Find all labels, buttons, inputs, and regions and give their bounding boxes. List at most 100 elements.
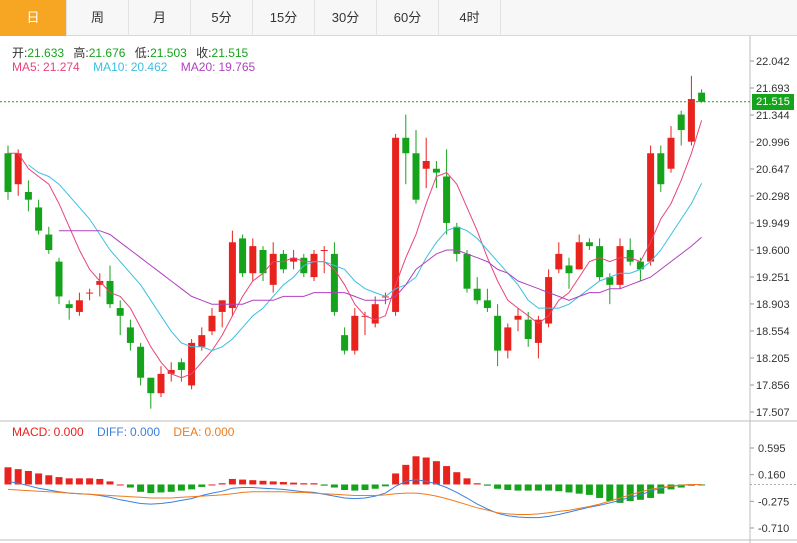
- macd-bar: [65, 478, 73, 485]
- price-tick-label: 19.600: [756, 245, 790, 257]
- macd-bar: [381, 484, 389, 487]
- candle-body: [218, 300, 226, 312]
- candle-body: [677, 114, 685, 131]
- macd-bar: [75, 478, 83, 485]
- macd-bar: [330, 484, 338, 488]
- candle-body: [473, 288, 481, 301]
- ma-line-ma10: [28, 164, 703, 352]
- high-label: 高:: [73, 46, 89, 60]
- candle-body: [657, 153, 665, 185]
- macd-bar: [514, 484, 522, 491]
- candle-body: [381, 296, 389, 298]
- ma5-value: 21.274: [43, 60, 80, 74]
- period-tab-bar: 日周月 5分 15分 30分 60分 4时: [0, 0, 797, 36]
- price-tick-label: 17.856: [756, 380, 790, 392]
- candle-body: [137, 346, 145, 378]
- candle-body: [463, 253, 471, 289]
- dea-line: [7, 484, 702, 515]
- candle-body: [596, 246, 604, 278]
- macd-bar: [534, 484, 542, 491]
- low-label: 低:: [134, 46, 151, 60]
- candle-body: [198, 335, 206, 347]
- tab-5[interactable]: 30分: [315, 0, 377, 36]
- macd-bar: [239, 479, 247, 485]
- macd-bar: [55, 477, 63, 485]
- price-tick-label: 18.903: [756, 299, 790, 311]
- macd-bar: [585, 484, 593, 495]
- macd-tick-label: -0.710: [758, 523, 789, 535]
- macd-bar: [279, 482, 287, 485]
- tab-6[interactable]: 60分: [377, 0, 439, 36]
- macd-bar: [290, 482, 298, 485]
- macd-bar: [483, 484, 491, 486]
- macd-bar: [177, 484, 185, 491]
- candle-body: [555, 253, 563, 270]
- candle-body: [177, 362, 185, 370]
- macd-bar: [473, 483, 481, 485]
- candle-body: [86, 292, 94, 294]
- candle-body: [687, 99, 695, 142]
- candle-body: [422, 160, 430, 169]
- tab-7[interactable]: 4时: [439, 0, 501, 36]
- ma10-value: 20.462: [130, 60, 168, 74]
- macd-bar: [687, 484, 695, 486]
- ma-line-ma20: [59, 230, 702, 305]
- candle-body: [514, 315, 522, 320]
- macd-bar: [575, 484, 583, 494]
- macd-bar: [45, 475, 53, 485]
- macd-bar: [596, 484, 604, 498]
- macd-bar: [657, 484, 665, 494]
- macd-bar: [228, 478, 236, 485]
- macd-bar: [167, 484, 175, 492]
- macd-bar: [616, 484, 624, 503]
- macd-bar: [351, 484, 359, 491]
- ma20-label: MA20:: [180, 60, 216, 74]
- candle-body: [585, 242, 593, 247]
- price-tick-label: 19.251: [756, 272, 790, 284]
- candle-body: [320, 250, 328, 252]
- tab-1[interactable]: 周: [67, 0, 129, 36]
- ma-line-ma5: [8, 120, 703, 379]
- tab-4[interactable]: 15分: [253, 0, 315, 36]
- price-tick-label: 18.205: [756, 353, 790, 365]
- dea-label: DEA:: [173, 425, 202, 439]
- price-tick-label: 22.042: [756, 56, 790, 68]
- current-price-tag: 21.515: [752, 93, 794, 110]
- candle-body: [188, 342, 196, 386]
- candle-body: [310, 253, 318, 278]
- macd-bar: [14, 469, 22, 485]
- candle-body: [616, 246, 624, 285]
- macd-bar: [555, 484, 563, 492]
- macd-bar: [157, 484, 165, 493]
- ma5-label: MA5:: [12, 60, 41, 74]
- price-tick-label: 17.507: [756, 407, 790, 419]
- tab-2[interactable]: 月: [129, 0, 191, 36]
- macd-bar: [667, 484, 675, 490]
- price-tick-label: 20.647: [756, 164, 790, 176]
- candle-body: [269, 253, 277, 285]
- macd-bar: [341, 484, 349, 490]
- candle-body: [412, 153, 420, 200]
- open-value: 21.633: [27, 46, 65, 60]
- macd-bar: [116, 484, 124, 486]
- low-value: 21.503: [150, 46, 187, 60]
- close-label: 收:: [196, 46, 212, 60]
- candle-body: [65, 304, 73, 309]
- candle-body: [167, 369, 175, 374]
- macd-readout: MACD: 0.000 DIFF: 0.000 DEA: 0.000: [12, 425, 240, 439]
- macd-bar: [188, 484, 196, 490]
- candle-body: [565, 265, 573, 274]
- candle-body: [402, 137, 410, 154]
- macd-bar: [463, 478, 471, 485]
- candle-body: [208, 315, 216, 332]
- macd-bar: [677, 484, 685, 488]
- tab-0[interactable]: 日: [0, 0, 67, 36]
- macd-tick-label: 0.595: [758, 443, 786, 455]
- candle-body: [626, 250, 634, 262]
- macd-bar: [402, 464, 410, 485]
- candle-body: [341, 335, 349, 351]
- tab-3[interactable]: 5分: [191, 0, 253, 36]
- macd-bar: [24, 470, 32, 485]
- diff-label: DIFF:: [97, 425, 128, 439]
